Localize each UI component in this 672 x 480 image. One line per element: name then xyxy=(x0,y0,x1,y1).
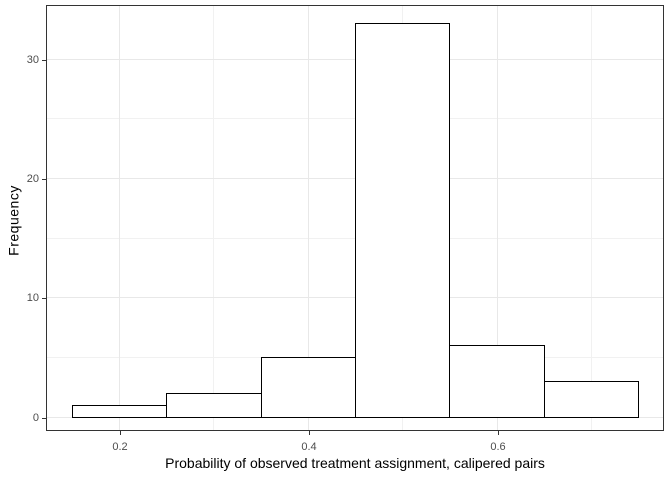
x-tick-label: 0.6 xyxy=(490,441,506,453)
x-tick-mark xyxy=(498,431,499,435)
y-tick-label: 0 xyxy=(32,412,39,424)
plot-panel xyxy=(46,5,664,431)
histogram-bar xyxy=(355,23,450,418)
histogram-bar xyxy=(544,381,639,418)
y-tick-mark xyxy=(42,418,46,419)
y-tick-mark xyxy=(42,179,46,180)
y-tick-mark xyxy=(42,298,46,299)
histogram-bar xyxy=(72,405,167,418)
gridline-minor-x xyxy=(213,6,214,430)
y-axis-title: Frequency xyxy=(5,185,22,256)
y-tick-label: 20 xyxy=(26,173,39,185)
gridline-major-x xyxy=(308,6,309,430)
gridline-major-x xyxy=(119,6,120,430)
x-axis-title: Probability of observed treatment assign… xyxy=(165,455,545,471)
x-tick-mark xyxy=(309,431,310,435)
gridline-minor-x xyxy=(591,6,592,430)
histogram-bar xyxy=(166,393,262,418)
gridline-major-x xyxy=(497,6,498,430)
x-tick-mark xyxy=(120,431,121,435)
y-tick-label: 30 xyxy=(26,54,39,66)
histogram-bar xyxy=(449,345,545,418)
y-tick-label: 10 xyxy=(26,292,39,304)
y-tick-mark xyxy=(42,60,46,61)
x-tick-label: 0.4 xyxy=(301,441,317,453)
x-tick-label: 0.2 xyxy=(112,441,128,453)
histogram-bar xyxy=(261,357,356,418)
